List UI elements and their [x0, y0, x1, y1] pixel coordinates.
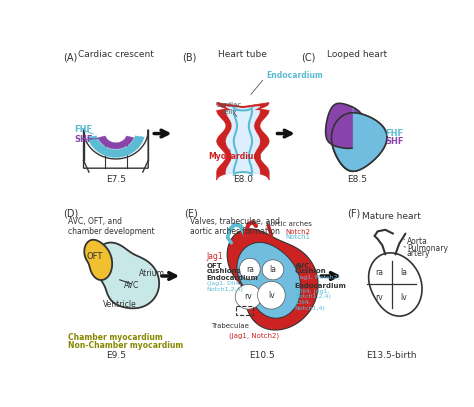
- Text: OFT: OFT: [207, 263, 222, 269]
- Text: E10.5: E10.5: [249, 351, 275, 360]
- Text: E7.5: E7.5: [106, 175, 126, 184]
- Text: Myocardium: Myocardium: [209, 152, 262, 161]
- Text: Heart tube: Heart tube: [219, 50, 267, 59]
- Text: Valves, trabeculae, and
aortic arches formation: Valves, trabeculae, and aortic arches fo…: [190, 217, 280, 236]
- Text: (E): (E): [183, 209, 197, 219]
- Text: Notch1: Notch1: [285, 234, 310, 241]
- Text: Notch1,4): Notch1,4): [294, 306, 325, 311]
- Text: (F): (F): [347, 209, 360, 219]
- Text: Notch1,2,4): Notch1,2,4): [207, 287, 244, 291]
- Text: Looped heart: Looped heart: [327, 50, 387, 59]
- Text: Notch1,2,4): Notch1,2,4): [294, 294, 331, 299]
- Polygon shape: [95, 243, 159, 309]
- Text: (Dll4,: (Dll4,: [294, 300, 311, 305]
- Text: E8.0: E8.0: [233, 175, 253, 184]
- Polygon shape: [226, 106, 260, 176]
- Text: Endocardium: Endocardium: [294, 283, 346, 289]
- Text: (B): (B): [182, 53, 196, 63]
- Text: SHF: SHF: [74, 135, 93, 144]
- Text: AVC: AVC: [294, 263, 310, 269]
- Polygon shape: [83, 130, 148, 168]
- Text: (D): (D): [64, 209, 79, 219]
- Text: la: la: [269, 265, 276, 274]
- Polygon shape: [84, 240, 112, 280]
- Text: Notch2: Notch2: [285, 229, 310, 235]
- Polygon shape: [88, 136, 144, 158]
- Text: Mature heart: Mature heart: [362, 212, 421, 221]
- Text: Jag1: Jag1: [207, 252, 223, 261]
- Text: Endocardium: Endocardium: [266, 71, 323, 80]
- Polygon shape: [331, 113, 387, 171]
- Text: Aortic arches: Aortic arches: [266, 221, 312, 228]
- Text: FHF: FHF: [74, 125, 92, 134]
- Polygon shape: [353, 108, 387, 171]
- Polygon shape: [217, 103, 269, 180]
- Text: SHF: SHF: [385, 137, 404, 146]
- Text: Atrium: Atrium: [139, 269, 165, 278]
- Text: E8.5: E8.5: [347, 175, 367, 184]
- Text: Aorta: Aorta: [407, 237, 428, 246]
- Text: Ventricle: Ventricle: [103, 300, 137, 309]
- Text: OFT: OFT: [86, 252, 102, 261]
- Text: (Jag1, Dll4,: (Jag1, Dll4,: [207, 281, 241, 286]
- Text: (A): (A): [64, 53, 78, 63]
- Text: FHF: FHF: [385, 129, 403, 138]
- Text: Chamber myocardium: Chamber myocardium: [68, 333, 163, 342]
- Text: E13.5-birth: E13.5-birth: [366, 351, 417, 360]
- Text: AVC: AVC: [124, 282, 139, 291]
- Polygon shape: [369, 253, 422, 316]
- Text: artery: artery: [407, 249, 430, 258]
- Text: AVC, OFT, and
chamber development: AVC, OFT, and chamber development: [68, 217, 155, 236]
- Text: Cardiac
jelly: Cardiac jelly: [216, 103, 242, 116]
- Text: E9.5: E9.5: [106, 351, 126, 360]
- Polygon shape: [239, 258, 260, 280]
- Text: Pulmonary: Pulmonary: [407, 244, 448, 253]
- Text: (Jag1, Notch2): (Jag1, Notch2): [294, 275, 339, 280]
- Polygon shape: [227, 229, 318, 330]
- Text: (C): (C): [301, 53, 315, 63]
- Text: Cushion: Cushion: [294, 268, 326, 274]
- Polygon shape: [237, 243, 301, 318]
- Text: lv: lv: [268, 291, 275, 300]
- Text: ra: ra: [375, 268, 383, 277]
- Bar: [236, 306, 253, 315]
- Text: la: la: [401, 268, 407, 277]
- Text: Endocardium: Endocardium: [207, 275, 259, 280]
- Text: cushions: cushions: [207, 268, 242, 274]
- Text: Trabeculae: Trabeculae: [211, 323, 249, 329]
- Text: ra: ra: [246, 265, 254, 274]
- Polygon shape: [326, 103, 366, 149]
- Text: lv: lv: [401, 293, 407, 302]
- Text: Cardiac crescent: Cardiac crescent: [78, 50, 154, 59]
- Text: rv: rv: [245, 292, 252, 301]
- Text: (Jag1, Notch2): (Jag1, Notch2): [229, 332, 280, 339]
- Text: rv: rv: [375, 293, 383, 302]
- Polygon shape: [262, 260, 284, 280]
- Polygon shape: [235, 284, 261, 309]
- Text: (Dll4, Jag1,: (Dll4, Jag1,: [294, 289, 329, 294]
- Polygon shape: [257, 281, 285, 309]
- Polygon shape: [98, 136, 134, 149]
- Text: Non-Chamber myocardium: Non-Chamber myocardium: [68, 341, 183, 350]
